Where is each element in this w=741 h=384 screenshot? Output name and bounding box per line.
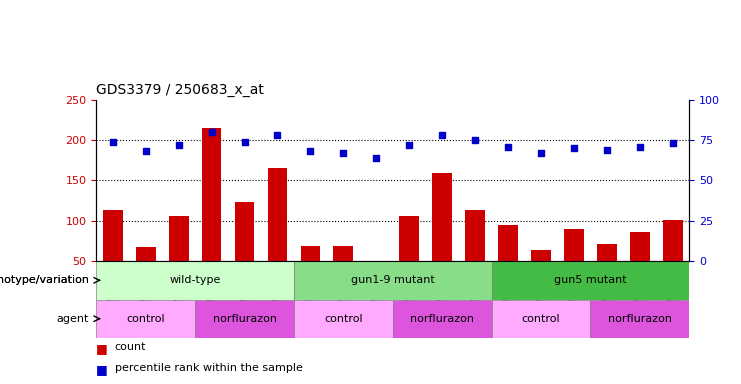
Text: agent: agent	[56, 314, 89, 324]
Text: wild-type: wild-type	[170, 275, 221, 285]
Point	[403, 142, 415, 148]
Point	[206, 129, 218, 135]
Bar	[96, 261, 294, 300]
Point	[239, 139, 250, 145]
Text: percentile rank within the sample: percentile rank within the sample	[115, 363, 303, 373]
Bar	[597, 244, 617, 261]
Point	[305, 148, 316, 154]
Bar	[432, 173, 452, 261]
Text: control: control	[127, 314, 165, 324]
Point	[271, 132, 283, 138]
Text: control: control	[324, 314, 362, 324]
Point	[337, 150, 349, 156]
Text: norflurazon: norflurazon	[213, 314, 276, 324]
Point	[140, 148, 152, 154]
Bar	[591, 300, 689, 338]
Bar	[169, 216, 188, 261]
Bar	[195, 300, 294, 338]
Text: gun1-9 mutant: gun1-9 mutant	[350, 275, 435, 285]
Point	[601, 147, 613, 153]
Bar	[301, 246, 320, 261]
Bar	[235, 202, 254, 261]
Bar	[531, 250, 551, 261]
Bar	[498, 225, 518, 261]
Bar	[564, 229, 584, 261]
Bar	[491, 300, 591, 338]
Text: count: count	[115, 342, 147, 352]
Bar	[96, 300, 195, 338]
Text: ■: ■	[96, 342, 108, 355]
Text: norflurazon: norflurazon	[410, 314, 474, 324]
Point	[173, 142, 185, 148]
Bar	[630, 232, 650, 261]
Point	[535, 150, 547, 156]
Point	[667, 140, 679, 146]
Bar	[103, 210, 123, 261]
Text: genotype/variation: genotype/variation	[0, 275, 89, 285]
Text: genotype/variation: genotype/variation	[0, 275, 89, 285]
Point	[634, 144, 645, 150]
Point	[436, 132, 448, 138]
Bar	[465, 210, 485, 261]
Bar	[491, 261, 689, 300]
Text: GDS3379 / 250683_x_at: GDS3379 / 250683_x_at	[96, 83, 265, 98]
Point	[469, 137, 481, 143]
Text: control: control	[522, 314, 560, 324]
Bar	[393, 300, 491, 338]
Point	[370, 155, 382, 161]
Bar	[268, 169, 288, 261]
Text: norflurazon: norflurazon	[608, 314, 672, 324]
Point	[568, 145, 579, 151]
Point	[502, 144, 514, 150]
Bar	[202, 128, 222, 261]
Bar	[333, 246, 353, 261]
Bar	[294, 261, 491, 300]
Point	[107, 139, 119, 145]
Bar	[662, 220, 682, 261]
Bar	[136, 247, 156, 261]
Bar	[399, 216, 419, 261]
Text: gun5 mutant: gun5 mutant	[554, 275, 627, 285]
Text: ■: ■	[96, 363, 108, 376]
Bar	[294, 300, 393, 338]
